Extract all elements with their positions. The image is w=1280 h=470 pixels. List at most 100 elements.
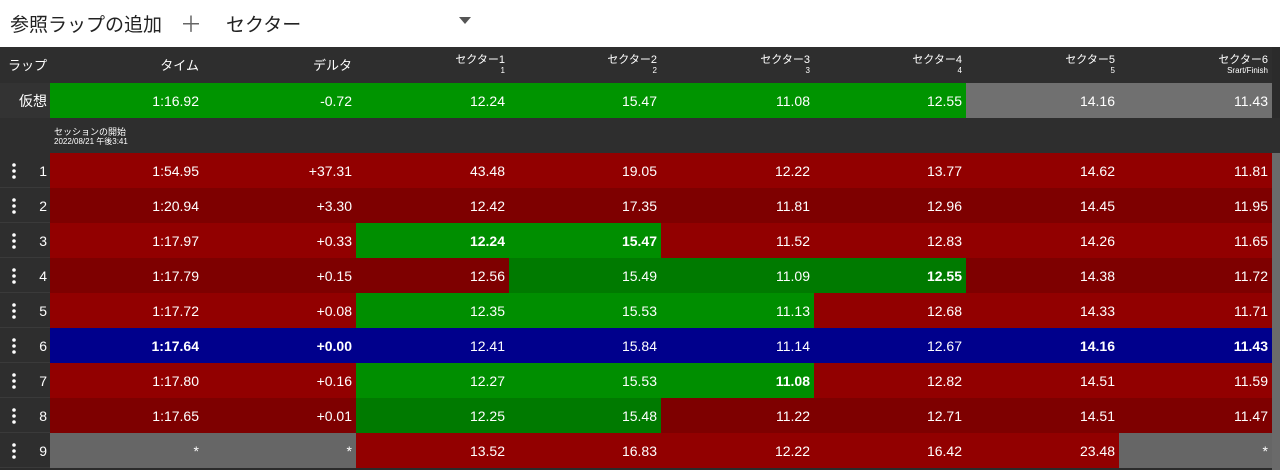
virtual-cell: 12.55 xyxy=(814,83,966,118)
menu-dots[interactable] xyxy=(12,338,16,354)
time-cell: 11.47 xyxy=(1119,398,1272,433)
time-cell: +0.33 xyxy=(203,223,356,258)
menu-dots[interactable] xyxy=(12,268,16,284)
lap-cell xyxy=(0,433,50,468)
time-cell: 12.22 xyxy=(661,153,814,188)
menu-dots[interactable] xyxy=(12,303,16,319)
row-menu[interactable] xyxy=(12,268,16,284)
header-sub: 5 xyxy=(1110,66,1115,75)
dropdown-arrow[interactable] xyxy=(458,15,472,25)
add-icon[interactable]: ＋ xyxy=(180,12,203,37)
lap-cell xyxy=(0,153,50,188)
lap-cell xyxy=(0,363,50,398)
header-sub: 3 xyxy=(805,66,810,75)
virtual-cell: -0.72 xyxy=(203,83,356,118)
row-menu[interactable] xyxy=(12,338,16,354)
row-menu[interactable] xyxy=(12,373,16,389)
time-cell: 43.48 xyxy=(356,153,509,188)
lap-number: 1 xyxy=(39,162,47,179)
header-cell: セクター3 3 xyxy=(661,47,814,83)
time-cell: 12.25 xyxy=(356,398,509,433)
time-cell: 12.83 xyxy=(814,223,966,258)
lap-number: 9 xyxy=(39,442,47,459)
time-cell: 12.96 xyxy=(814,188,966,223)
time-cell: 1:54.95 xyxy=(50,153,203,188)
time-cell: 1:17.79 xyxy=(50,258,203,293)
lap-number: 8 xyxy=(39,407,47,424)
header-label: セクター4 xyxy=(912,54,962,66)
header-cell: デルタ xyxy=(203,47,356,83)
virtual-cell: 11.08 xyxy=(661,83,814,118)
time-cell: 1:20.94 xyxy=(50,188,203,223)
header-cell: セクター2 2 xyxy=(509,47,661,83)
time-cell: 15.53 xyxy=(509,363,661,398)
time-cell: 11.71 xyxy=(1119,293,1272,328)
lap-cell xyxy=(0,223,50,258)
lap-cell xyxy=(0,188,50,223)
row-menu[interactable] xyxy=(12,163,16,179)
time-cell: 14.33 xyxy=(966,293,1119,328)
time-cell: 11.13 xyxy=(661,293,814,328)
virtual-cell: 12.24 xyxy=(356,83,509,118)
lap-number: 5 xyxy=(39,302,47,319)
menu-dots[interactable] xyxy=(12,163,16,179)
row-menu[interactable] xyxy=(12,408,16,424)
time-cell: 11.09 xyxy=(661,258,814,293)
time-cell: * xyxy=(1119,433,1272,468)
time-cell: 12.56 xyxy=(356,258,509,293)
time-cell: 16.83 xyxy=(509,433,661,468)
time-cell: 15.53 xyxy=(509,293,661,328)
time-cell: 16.42 xyxy=(814,433,966,468)
menu-dots[interactable] xyxy=(12,443,16,459)
time-cell: 1:17.72 xyxy=(50,293,203,328)
menu-dots[interactable] xyxy=(12,373,16,389)
lap-number: 7 xyxy=(39,372,47,389)
time-cell: +0.15 xyxy=(203,258,356,293)
time-cell: 14.62 xyxy=(966,153,1119,188)
time-cell: 1:17.80 xyxy=(50,363,203,398)
time-cell: 11.65 xyxy=(1119,223,1272,258)
time-cell: 12.68 xyxy=(814,293,966,328)
lap-number: 6 xyxy=(39,337,47,354)
time-cell: 12.71 xyxy=(814,398,966,433)
virtual-label: 仮想 xyxy=(19,92,47,109)
time-cell: 12.41 xyxy=(356,328,509,363)
time-cell: 14.51 xyxy=(966,363,1119,398)
header-label: セクター5 xyxy=(1065,54,1115,66)
session-time: 2022/08/21 午後3:41 xyxy=(54,137,128,146)
menu-dots[interactable] xyxy=(12,408,16,424)
time-cell: 13.52 xyxy=(356,433,509,468)
scrollbar[interactable] xyxy=(1272,153,1280,470)
time-cell: 14.38 xyxy=(966,258,1119,293)
virtual-cell: 14.16 xyxy=(966,83,1119,118)
row-menu[interactable] xyxy=(12,233,16,249)
view-select[interactable]: セクター xyxy=(226,15,302,36)
menu-dots[interactable] xyxy=(12,198,16,214)
lap-cell xyxy=(0,293,50,328)
header-cell: セクター5 5 xyxy=(966,47,1119,83)
time-cell: 13.77 xyxy=(814,153,966,188)
row-menu[interactable] xyxy=(12,198,16,214)
time-cell: 15.47 xyxy=(509,223,661,258)
header-sub: 1 xyxy=(500,66,505,75)
time-cell: 11.95 xyxy=(1119,188,1272,223)
row-menu[interactable] xyxy=(12,303,16,319)
time-cell: * xyxy=(203,433,356,468)
add-reference[interactable]: 参照ラップの追加 xyxy=(10,15,163,36)
time-cell: * xyxy=(50,433,203,468)
session-title: セッションの開始 xyxy=(54,127,127,137)
virtual-cell: 1:16.92 xyxy=(50,83,203,118)
menu-dots[interactable] xyxy=(12,233,16,249)
row-menu[interactable] xyxy=(12,443,16,459)
time-cell: +3.30 xyxy=(203,188,356,223)
time-cell: 19.05 xyxy=(509,153,661,188)
time-cell: 11.59 xyxy=(1119,363,1272,398)
header-cell: セクター6 Srart/Finish xyxy=(1119,47,1272,83)
time-cell: 11.81 xyxy=(1119,153,1272,188)
header-sub: 2 xyxy=(652,66,657,75)
time-cell: 11.81 xyxy=(661,188,814,223)
header-sub: Srart/Finish xyxy=(1227,66,1268,75)
lap-cell xyxy=(0,258,50,293)
header-label: セクター6 xyxy=(1218,54,1268,66)
time-cell: 12.82 xyxy=(814,363,966,398)
